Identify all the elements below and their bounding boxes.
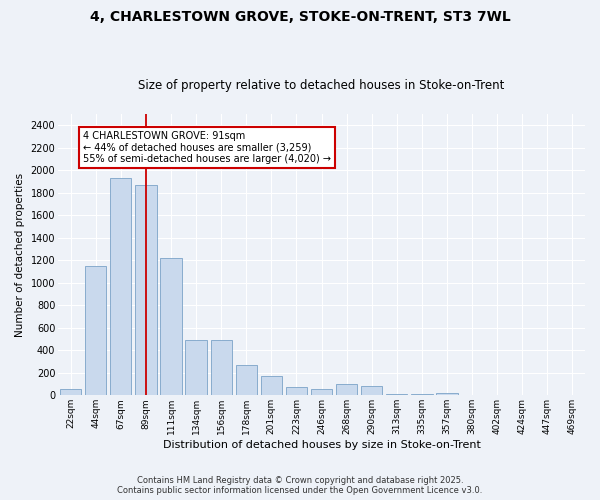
- Bar: [185, 340, 207, 396]
- Text: 4 CHARLESTOWN GROVE: 91sqm
← 44% of detached houses are smaller (3,259)
55% of s: 4 CHARLESTOWN GROVE: 91sqm ← 44% of deta…: [83, 131, 331, 164]
- Text: Contains HM Land Registry data © Crown copyright and database right 2025.
Contai: Contains HM Land Registry data © Crown c…: [118, 476, 482, 495]
- Bar: [436, 393, 458, 396]
- Bar: [160, 258, 182, 396]
- Bar: [361, 386, 382, 396]
- Bar: [135, 185, 157, 396]
- Bar: [85, 266, 106, 396]
- Bar: [286, 387, 307, 396]
- Bar: [411, 394, 433, 396]
- Bar: [211, 340, 232, 396]
- Bar: [562, 394, 583, 396]
- Bar: [311, 389, 332, 396]
- Bar: [461, 394, 483, 396]
- Bar: [536, 394, 558, 396]
- Bar: [110, 178, 131, 396]
- Bar: [386, 394, 407, 396]
- Bar: [336, 384, 357, 396]
- Y-axis label: Number of detached properties: Number of detached properties: [15, 172, 25, 336]
- Bar: [512, 394, 533, 396]
- Text: 4, CHARLESTOWN GROVE, STOKE-ON-TRENT, ST3 7WL: 4, CHARLESTOWN GROVE, STOKE-ON-TRENT, ST…: [89, 10, 511, 24]
- Bar: [260, 376, 282, 396]
- Bar: [60, 388, 81, 396]
- Title: Size of property relative to detached houses in Stoke-on-Trent: Size of property relative to detached ho…: [139, 79, 505, 92]
- Bar: [487, 394, 508, 396]
- Bar: [236, 366, 257, 396]
- X-axis label: Distribution of detached houses by size in Stoke-on-Trent: Distribution of detached houses by size …: [163, 440, 481, 450]
